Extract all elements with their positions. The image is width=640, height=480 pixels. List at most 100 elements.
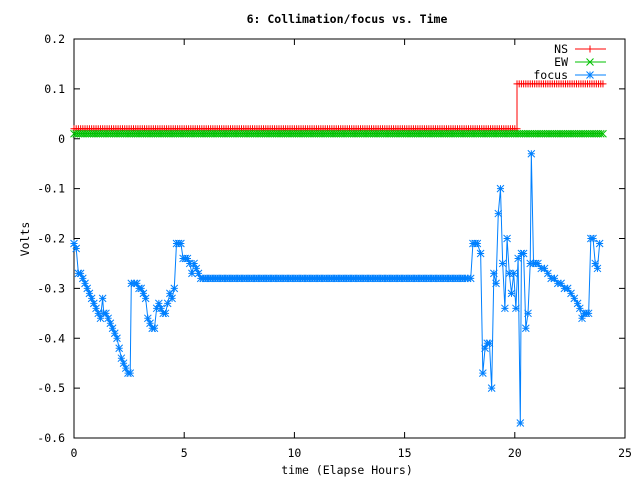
focus-point (152, 304, 161, 313)
focus-point (163, 299, 172, 308)
focus-point (106, 319, 115, 328)
focus-point (102, 309, 110, 318)
plot-frame (73, 38, 626, 439)
focus-point (516, 419, 525, 427)
focus-point (188, 269, 196, 278)
focus-point (593, 264, 602, 273)
focus-point (589, 234, 597, 243)
y-tick-label: -0.2 (37, 232, 65, 246)
focus-point (87, 294, 96, 303)
focus-point (567, 289, 575, 298)
focus-point (85, 289, 94, 298)
focus-point (78, 274, 87, 283)
legend-marker-focus (586, 71, 594, 79)
y-axis-label: Volts (18, 222, 32, 257)
focus-point (108, 324, 117, 333)
EW-point (596, 129, 605, 138)
focus-point (575, 304, 584, 313)
focus-point (76, 269, 85, 278)
series-group (70, 80, 607, 427)
focus-point (527, 149, 536, 158)
focus-point (591, 259, 600, 268)
y-tick-label: -0.1 (37, 182, 65, 196)
focus-point (141, 294, 150, 303)
focus-point (121, 364, 130, 373)
focus-point (524, 309, 532, 318)
focus-point (550, 274, 559, 283)
focus-point (478, 369, 487, 378)
focus-point (487, 384, 496, 392)
focus-point (485, 339, 494, 348)
focus-point (498, 259, 507, 268)
focus-point (557, 279, 565, 288)
focus-point (544, 269, 552, 278)
focus-point (563, 284, 572, 293)
y-tick-label: 0 (58, 132, 65, 146)
x-tick-label: 15 (398, 446, 412, 460)
y-tick-label: -0.4 (37, 331, 65, 345)
focus-point (570, 294, 579, 303)
series-EW (70, 129, 607, 138)
y-tick-label: 0.2 (44, 32, 65, 46)
focus-point (137, 284, 146, 293)
EW-point (599, 129, 607, 138)
x-tick-label: 0 (71, 446, 78, 460)
focus-point (183, 254, 192, 263)
focus-point (72, 244, 81, 253)
focus-line (73, 153, 601, 424)
focus-point (150, 324, 159, 333)
x-tick-label: 5 (181, 446, 188, 460)
focus-point (476, 249, 485, 258)
focus-point (194, 269, 203, 278)
x-tick-label: 25 (618, 446, 632, 460)
focus-point (505, 269, 514, 278)
focus-point (170, 284, 179, 293)
x-tick-label: 20 (508, 446, 522, 460)
y-tick-label: -0.3 (37, 281, 65, 295)
focus-point (190, 259, 198, 268)
focus-point (584, 309, 593, 318)
focus-point (110, 329, 119, 338)
focus-point (161, 309, 170, 318)
focus-point (89, 299, 98, 308)
focus-point (192, 264, 201, 273)
focus-point (490, 269, 498, 278)
focus-point (119, 359, 128, 368)
NS-point (599, 80, 607, 88)
focus-point (94, 309, 103, 318)
y-tick-label: 0.1 (44, 82, 65, 96)
focus-point (126, 369, 135, 378)
legend-label-focus: focus (533, 68, 568, 82)
focus-point (83, 284, 92, 293)
focus-point (534, 259, 542, 268)
focus-point (168, 294, 176, 303)
focus-point (115, 344, 124, 353)
focus-point (507, 289, 516, 298)
focus-point (595, 239, 604, 248)
x-axis-label: time (Elapse Hours) (281, 463, 413, 477)
legend-label-EW: EW (554, 55, 568, 69)
focus-point (139, 289, 148, 298)
focus-point (81, 279, 89, 288)
legend-marker-EW (586, 58, 594, 66)
focus-point (494, 209, 503, 218)
focus-point (143, 314, 152, 323)
focus-point (70, 239, 78, 248)
focus-point (113, 334, 121, 343)
focus-point (481, 344, 489, 353)
focus-point (466, 274, 475, 283)
series-focus (70, 149, 604, 427)
focus-point (521, 324, 530, 333)
x-tick-label: 10 (287, 446, 301, 460)
focus-point (96, 314, 105, 323)
focus-point (492, 279, 500, 288)
focus-point (98, 294, 107, 303)
focus-point (185, 259, 194, 268)
focus-point (146, 319, 154, 328)
focus-point (540, 264, 549, 273)
focus-point (496, 184, 505, 193)
series-NS (70, 80, 607, 133)
y-tick-label: -0.6 (37, 431, 65, 445)
